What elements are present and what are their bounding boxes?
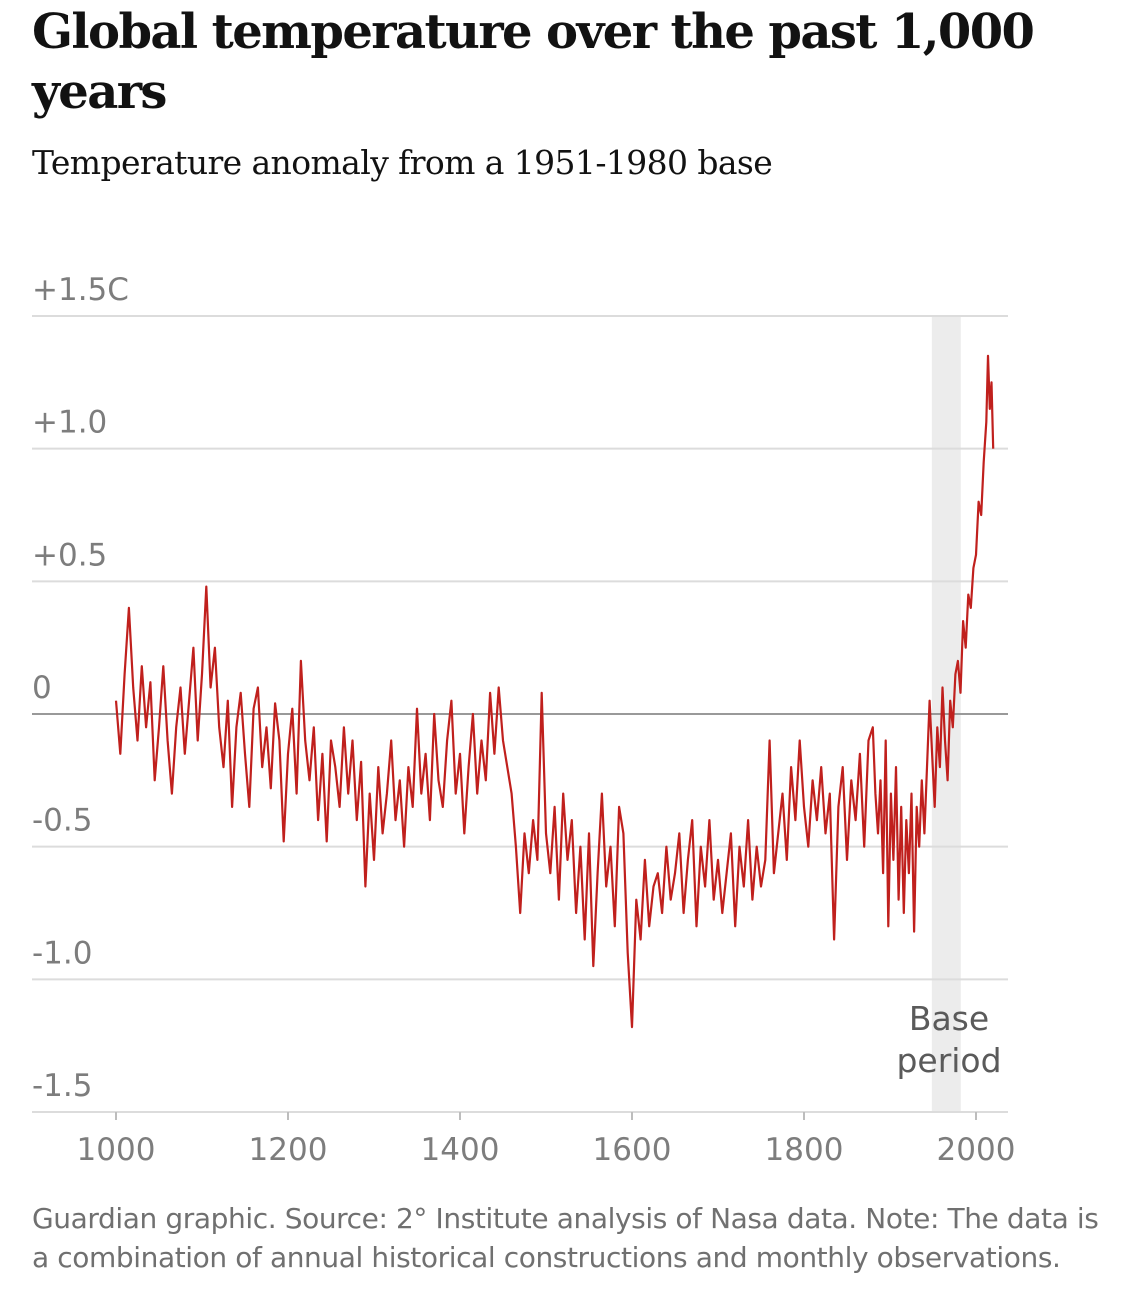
y-tick-label: -1.0 <box>32 935 93 971</box>
y-tick-label: +1.0 <box>32 405 107 441</box>
base-period-label-line: period <box>896 1041 1001 1080</box>
x-tick-label: 1400 <box>421 1132 500 1168</box>
chart-title: Global temperature over the past 1,000 y… <box>32 4 1035 120</box>
base-period-label-line: Base <box>909 999 989 1038</box>
y-tick-label: +0.5 <box>32 537 107 573</box>
gridlines <box>32 315 1008 1113</box>
temperature-series-line <box>114 354 995 1029</box>
y-axis-ticks: +1.5C +1.0 +0.5 0 -0.5 -1.0 -1.5 <box>32 272 129 1104</box>
source-note: Guardian graphic. Source: 2° Institute a… <box>32 1202 1099 1274</box>
y-tick-label: -1.5 <box>32 1068 93 1104</box>
x-tick-label: 2000 <box>937 1132 1016 1168</box>
x-axis-ticks: 1000 1200 1400 1600 1800 2000 <box>77 1112 1016 1168</box>
y-tick-label: 0 <box>32 670 52 706</box>
base-period-label: Base period <box>896 999 1001 1080</box>
x-tick-label: 1800 <box>765 1132 844 1168</box>
y-tick-label: -0.5 <box>32 803 93 839</box>
x-tick-label: 1600 <box>593 1132 672 1168</box>
y-tick-label: +1.5C <box>32 272 129 308</box>
chart-subtitle: Temperature anomaly from a 1951-1980 bas… <box>32 143 773 182</box>
x-tick-label: 1000 <box>77 1132 156 1168</box>
x-tick-label: 1200 <box>249 1132 328 1168</box>
